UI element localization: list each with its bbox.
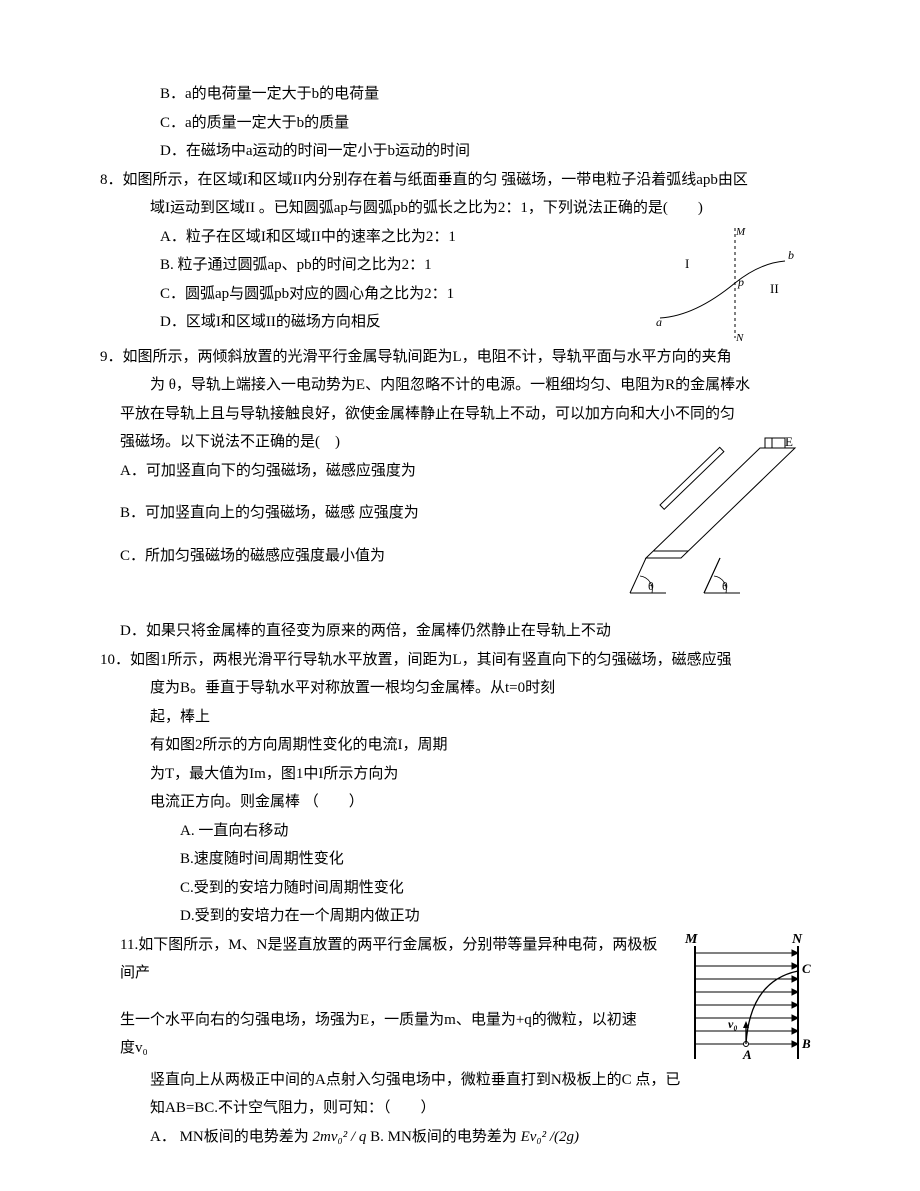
q7-option-b: B．a的电荷量一定大于b的电荷量 [100, 80, 820, 109]
q8-stem: 8．如图所示，在区域I和区域II内分别存在着与纸面垂直的匀 强磁场，一带电粒子沿… [100, 166, 820, 195]
label-e: E [785, 434, 793, 449]
q10-option-c: C.受到的安培力随时间周期性变化 [100, 874, 820, 903]
label-a: A [742, 1047, 752, 1062]
label-c: C [802, 961, 811, 976]
label-m: M [684, 932, 698, 947]
label-theta2: θ [722, 579, 728, 593]
q7-option-c: C．a的质量一定大于b的质量 [100, 109, 820, 138]
text: 生一个水平向右的匀强电场，场强为E，一质量为m、电量为+q的微粒，以初速度v₀ [120, 1012, 637, 1057]
q9-stem-3: 平放在导轨上且与导轨接触良好，欲使金属棒静止在导轨上不动，可以加方向和大小不同的… [100, 400, 820, 429]
label-i: I [685, 256, 689, 271]
label-theta1: θ [648, 579, 654, 593]
text: 有如图2所示的方向周期性变化的电流I，周期 [150, 737, 448, 753]
text: 竖直向上从两极正中间的A点射入匀强电场中，微粒垂直打到N极板上的C 点，已 [150, 1072, 680, 1088]
text: B.速度随时间周期性变化 [180, 851, 344, 867]
q11-b-pre: B. MN板间的电势差为 [370, 1129, 520, 1145]
q8-option-c: C．圆弧ap与圆弧pb对应的圆心角之比为2：1 [100, 280, 540, 309]
q10-option-a: A. 一直向右移动 [100, 817, 820, 846]
text: B．a的电荷量一定大于b的电荷量 [160, 86, 379, 102]
q8-option-a: A．粒子在区域I和区域II中的速率之比为2：1 [100, 223, 540, 252]
label-m: M [735, 226, 746, 238]
text: C．所加匀强磁场的磁感应强度最小值为 [120, 548, 385, 564]
q9-stem-2: 为 θ，导轨上端接入一电动势为E、内阻忽略不计的电源。一粗细均匀、电阻为R的金属… [100, 371, 820, 400]
q10-option-b: B.速度随时间周期性变化 [100, 845, 820, 874]
q9-option-d: D．如果只将金属棒的直径变为原来的两倍，金属棒仍然静止在导轨上不动 [100, 617, 820, 646]
q11-stem-2: 生一个水平向右的匀强电场，场强为E，一质量为m、电量为+q的微粒，以初速度v₀ [100, 1006, 640, 1063]
text: 强磁场。以下说法不正确的是( ) [120, 434, 340, 450]
q10-stem-5: 电流正方向。则金属棒 （ ） [100, 788, 580, 817]
text: 为T，最大值为Im，图1中I所示方向为 [150, 766, 398, 782]
text: 11.如下图所示，M、N是竖直放置的两平行金属板，分别带等量异种电荷，两极板间产 [120, 937, 657, 982]
q10-stem: 10．如图1所示，两根光滑平行导轨水平放置，间距为L，其间有竖直向下的匀强磁场，… [100, 646, 820, 675]
text: C．圆弧ap与圆弧pb对应的圆心角之比为2：1 [160, 286, 454, 302]
label-b: B [801, 1036, 811, 1051]
label-n: N [791, 932, 803, 947]
text: 8．如图所示，在区域I和区域II内分别存在着与纸面垂直的匀 强磁场，一带电粒子沿… [100, 172, 748, 188]
q10-option-d: D.受到的安培力在一个周期内做正功 [100, 902, 820, 931]
text: A．粒子在区域I和区域II中的速率之比为2：1 [160, 229, 456, 245]
text: 知AB=BC.不计空气阻力，则可知：（ ） [150, 1100, 436, 1116]
text: D．区域I和区域II的磁场方向相反 [160, 314, 381, 330]
text: 域I运动到区域II 。已知圆弧ap与圆弧pb的弧长之比为2：1，下列说法正确的是… [150, 200, 703, 216]
text: B. 粒子通过圆弧ap、pb的时间之比为2：1 [160, 257, 432, 273]
q10-stem-2: 度为B。垂直于导轨水平对称放置一根均匀金属棒。从t=0时刻起，棒上 [100, 674, 580, 731]
q8-stem-2: 域I运动到区域II 。已知圆弧ap与圆弧pb的弧长之比为2：1，下列说法正确的是… [100, 194, 820, 223]
q11-a-formula: 2mv₀² / q [313, 1129, 367, 1145]
text: 10．如图1所示，两根光滑平行导轨水平放置，间距为L，其间有竖直向下的匀强磁场，… [100, 652, 732, 668]
q9-figure: E θ θ [610, 428, 820, 603]
text: D．如果只将金属棒的直径变为原来的两倍，金属棒仍然静止在导轨上不动 [120, 623, 611, 639]
q11-options-ab: A． MN板间的电势差为 2mv₀² / q B. MN板间的电势差为 Ev₀²… [100, 1123, 820, 1152]
text: C．a的质量一定大于b的质量 [160, 115, 349, 131]
q11-stem-3: 竖直向上从两极正中间的A点射入匀强电场中，微粒垂直打到N极板上的C 点，已 [100, 1066, 820, 1095]
label-a: a [656, 315, 662, 329]
label-v0: v₀ [728, 1017, 738, 1031]
text: A．可加竖直向下的匀强磁场，磁感应强度为 [120, 463, 416, 479]
q8-option-b: B. 粒子通过圆弧ap、pb的时间之比为2：1 [100, 251, 540, 280]
text: 度为B。垂直于导轨水平对称放置一根均匀金属棒。从t=0时刻起，棒上 [150, 680, 555, 725]
text: D.受到的安培力在一个周期内做正功 [180, 908, 420, 924]
q8-figure: M N I II a p b [640, 223, 820, 343]
q11-a-pre: A． MN板间的电势差为 [150, 1129, 313, 1145]
text: A. 一直向右移动 [180, 823, 288, 839]
q9-stem: 9．如图所示，两倾斜放置的光滑平行金属导轨间距为L，电阻不计，导轨平面与水平方向… [100, 343, 820, 372]
text: D．在磁场中a运动的时间一定小于b运动的时间 [160, 143, 470, 159]
text: C.受到的安培力随时间周期性变化 [180, 880, 404, 896]
text: 为 θ，导轨上端接入一电动势为E、内阻忽略不计的电源。一粗细均匀、电阻为R的金属… [150, 377, 750, 393]
text: 电流正方向。则金属棒 （ ） [150, 794, 364, 810]
q8-option-d: D．区域I和区域II的磁场方向相反 [100, 308, 540, 337]
text: 平放在导轨上且与导轨接触良好，欲使金属棒静止在导轨上不动，可以加方向和大小不同的… [120, 406, 735, 422]
q11-figure: M N v₀ A B C [670, 931, 820, 1066]
q10-stem-3: 有如图2所示的方向周期性变化的电流I，周期 [100, 731, 580, 760]
label-p: p [737, 275, 744, 289]
label-b: b [788, 248, 794, 262]
label-n: N [735, 332, 744, 343]
q11-stem-4: 知AB=BC.不计空气阻力，则可知：（ ） [100, 1094, 820, 1123]
label-ii: II [770, 281, 779, 296]
text: B．可加竖直向上的匀强磁场，磁感 应强度为 [120, 505, 419, 521]
q7-option-d: D．在磁场中a运动的时间一定小于b运动的时间 [100, 137, 820, 166]
text: 9．如图所示，两倾斜放置的光滑平行金属导轨间距为L，电阻不计，导轨平面与水平方向… [100, 349, 732, 365]
q10-stem-4: 为T，最大值为Im，图1中I所示方向为 [100, 760, 580, 789]
q11-b-formula: Ev₀² /(2g) [521, 1129, 579, 1145]
